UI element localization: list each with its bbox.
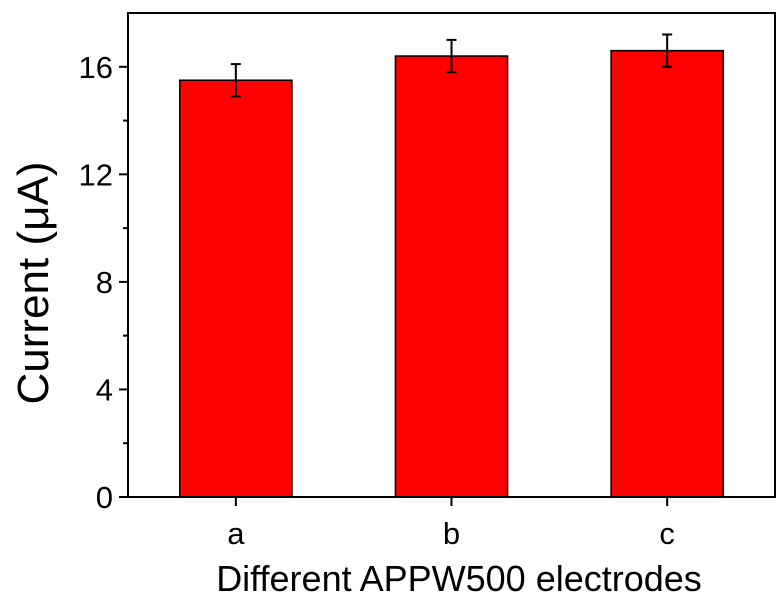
errorbars-layer	[230, 33, 673, 98]
y-tick-label: 12	[79, 157, 113, 192]
bar-a	[179, 79, 293, 498]
bar-b	[394, 55, 509, 498]
bar-c	[610, 49, 724, 498]
y-axis-title: Current (μA)	[9, 162, 58, 405]
x-tick-label: c	[659, 516, 675, 551]
x-tick-label: a	[227, 516, 245, 551]
y-axis-ticks: 0 4 8 12 16	[79, 50, 128, 515]
y-tick-label: 16	[79, 50, 113, 85]
y-tick-label: 0	[96, 480, 113, 515]
y-tick-label: 8	[96, 265, 113, 300]
y-tick-label: 4	[96, 372, 113, 407]
bars-layer	[179, 49, 724, 498]
x-tick-label: b	[443, 516, 460, 551]
x-axis-ticks: a b c	[227, 497, 675, 551]
x-axis-title: Different APPW500 electrodes	[216, 558, 702, 597]
